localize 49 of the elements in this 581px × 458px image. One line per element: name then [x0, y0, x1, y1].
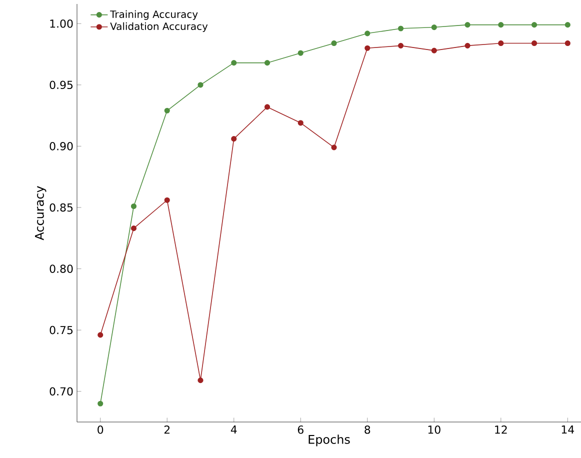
point	[398, 42, 404, 48]
point	[364, 30, 370, 36]
point	[431, 24, 437, 30]
y-tick-label: 0.90	[50, 142, 73, 150]
point	[464, 22, 470, 28]
point	[431, 48, 437, 54]
legend-label: Training Accuracy	[110, 10, 198, 20]
point	[298, 50, 304, 56]
x-tick-label: 0	[98, 426, 104, 434]
point	[464, 42, 470, 48]
y-tick-label: 0.95	[50, 80, 73, 90]
point	[231, 60, 237, 66]
x-tick-label: 6	[298, 426, 304, 434]
x-tick-label: 14	[562, 426, 574, 434]
point	[130, 226, 137, 232]
point	[198, 378, 204, 384]
x-tick-label: 10	[428, 426, 440, 434]
y-tick-label: 1.00	[50, 19, 73, 28]
x-tick-label: 4	[230, 426, 237, 434]
y-tick-label: 0.80	[50, 264, 73, 273]
point	[531, 40, 538, 46]
point	[498, 40, 504, 46]
point	[264, 60, 270, 66]
x-tick-label: 8	[364, 426, 370, 434]
x-axis-title: Epochs	[308, 434, 350, 446]
legend-label: Validation Accuracy	[110, 22, 208, 32]
y-tick-label: 0.75	[50, 326, 73, 334]
point	[564, 22, 570, 28]
point	[398, 26, 404, 32]
point	[498, 22, 504, 28]
point	[130, 203, 137, 210]
x-tick-label: 12	[495, 426, 507, 434]
point	[331, 144, 337, 150]
point	[98, 400, 104, 406]
point	[331, 40, 337, 46]
point	[231, 136, 237, 142]
y-axis-title: Accuracy	[35, 186, 46, 240]
y-tick-label: 0.70	[50, 387, 73, 396]
point	[264, 104, 270, 110]
point	[198, 82, 204, 88]
point	[164, 108, 170, 114]
x-tick-label: 2	[164, 426, 170, 434]
y-tick-label: 0.85	[50, 203, 73, 212]
point	[298, 120, 304, 126]
point	[364, 45, 370, 51]
point	[164, 197, 170, 203]
point	[531, 22, 538, 28]
point	[98, 332, 104, 338]
point	[564, 40, 570, 46]
